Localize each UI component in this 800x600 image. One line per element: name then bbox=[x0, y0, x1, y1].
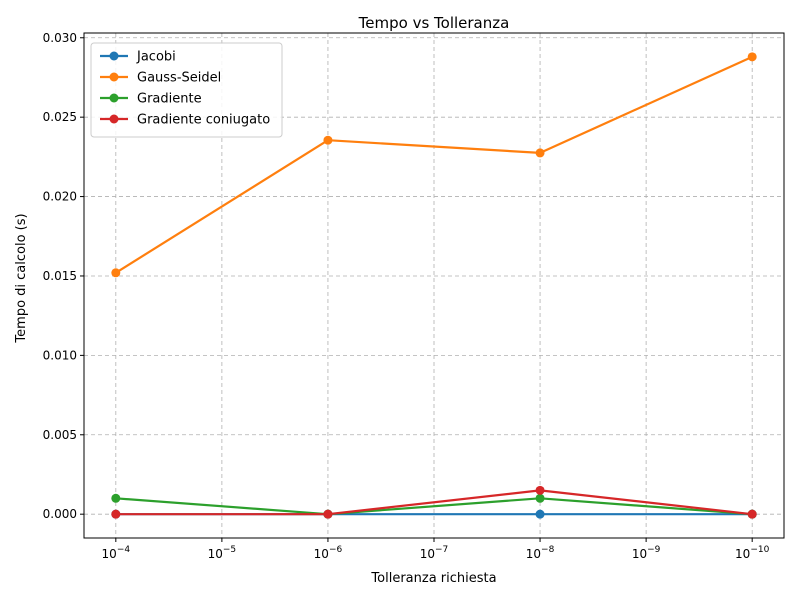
x-tick-label: 10−10 bbox=[735, 545, 770, 561]
x-tick-label: 10−7 bbox=[420, 545, 449, 561]
data-point-gradiente bbox=[111, 493, 121, 503]
y-tick-label: 0.000 bbox=[43, 507, 77, 521]
legend-marker-gradiente bbox=[109, 93, 119, 103]
x-tick-label: 10−5 bbox=[208, 545, 237, 561]
data-point-gradiente-coniugato bbox=[111, 509, 121, 519]
legend-label-gradiente: Gradiente bbox=[137, 92, 202, 107]
chart-title: Tempo vs Tolleranza bbox=[358, 14, 510, 32]
data-point-gauss-seidel bbox=[747, 52, 757, 62]
x-tick-label: 10−6 bbox=[314, 545, 343, 561]
series-line-gradiente-coniugato bbox=[115, 489, 753, 516]
x-axis-label: Tolleranza richiesta bbox=[370, 571, 496, 586]
y-tick-label: 0.010 bbox=[43, 348, 77, 362]
y-tick-label: 0.020 bbox=[43, 190, 77, 204]
legend-marker-gauss-seidel bbox=[109, 72, 119, 82]
y-tick-label: 0.025 bbox=[43, 110, 77, 124]
y-tick-label: 0.030 bbox=[43, 31, 77, 45]
data-point-gradiente-coniugato bbox=[323, 509, 333, 519]
grid-layer bbox=[84, 33, 784, 538]
legend-marker-gradiente-coniugato bbox=[109, 114, 119, 124]
data-point-gradiente-coniugato bbox=[535, 485, 545, 495]
legend-box bbox=[90, 42, 283, 138]
legend-label-jacobi: Jacobi bbox=[136, 50, 176, 65]
y-tick-label: 0.015 bbox=[43, 269, 77, 283]
data-point-jacobi bbox=[535, 509, 545, 519]
series-layer bbox=[111, 52, 757, 519]
data-point-gradiente-coniugato bbox=[747, 509, 757, 519]
legend-label-gauss-seidel: Gauss-Seidel bbox=[137, 71, 221, 86]
series-line-gradiente bbox=[115, 497, 753, 516]
ticks-layer: 10−4 10−5 10−6 10−7 10−8 10−9 10−10 0.000 0.005 0… bbox=[43, 31, 770, 561]
data-point-gauss-seidel bbox=[111, 268, 121, 278]
y-tick-label: 0.005 bbox=[43, 428, 77, 442]
legend-label-gradiente-coniugato: Gradiente coniugato bbox=[137, 113, 270, 128]
series-line-gauss-seidel bbox=[115, 55, 753, 274]
y-axis-label: Tempo di calcolo (s) bbox=[14, 213, 29, 343]
x-tick-label: 10−8 bbox=[526, 545, 555, 561]
x-tick-label: 10−9 bbox=[632, 545, 661, 561]
x-tick-label: 10−4 bbox=[102, 545, 131, 561]
data-point-gauss-seidel bbox=[535, 148, 545, 158]
legend-marker-jacobi bbox=[109, 51, 119, 61]
data-point-gradiente bbox=[535, 493, 545, 503]
legend: Jacobi Gauss-Seidel Gradiente Gradiente con… bbox=[90, 42, 283, 138]
data-point-gauss-seidel bbox=[323, 135, 333, 145]
